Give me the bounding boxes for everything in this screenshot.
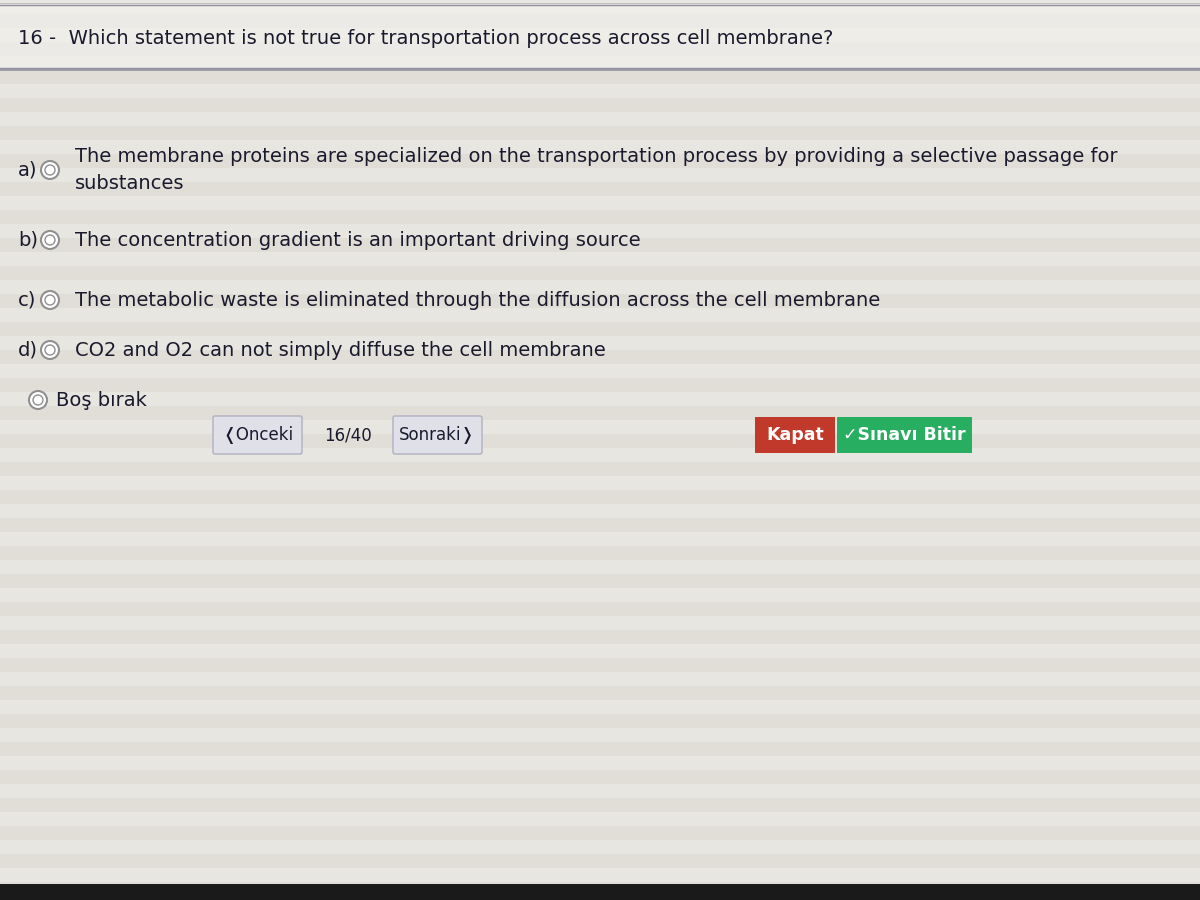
Text: c): c) — [18, 291, 36, 310]
Circle shape — [41, 231, 59, 249]
Bar — [0, 518, 1200, 532]
Text: CO2 and O2 can not simply diffuse the cell membrane: CO2 and O2 can not simply diffuse the ce… — [74, 340, 606, 359]
Bar — [0, 840, 1200, 854]
Bar — [0, 602, 1200, 616]
Text: Boş bırak: Boş bırak — [56, 391, 146, 410]
Text: The membrane proteins are specialized on the transportation process by providing: The membrane proteins are specialized on… — [74, 148, 1117, 193]
Circle shape — [41, 341, 59, 359]
Bar — [0, 588, 1200, 602]
Bar — [0, 448, 1200, 462]
Bar — [0, 252, 1200, 266]
Bar — [0, 854, 1200, 868]
Text: Sonraki❭: Sonraki❭ — [400, 426, 475, 444]
Bar — [0, 126, 1200, 140]
Bar — [0, 196, 1200, 210]
Circle shape — [41, 291, 59, 309]
Bar — [0, 420, 1200, 434]
Bar — [0, 140, 1200, 154]
Bar — [0, 504, 1200, 518]
FancyBboxPatch shape — [394, 416, 482, 454]
Bar — [0, 392, 1200, 406]
Bar — [0, 2, 1200, 70]
Bar — [0, 0, 1200, 14]
Bar — [0, 280, 1200, 294]
Bar — [0, 84, 1200, 98]
Text: The metabolic waste is eliminated through the diffusion across the cell membrane: The metabolic waste is eliminated throug… — [74, 291, 881, 310]
Bar — [0, 462, 1200, 476]
Bar — [0, 210, 1200, 224]
Text: a): a) — [18, 160, 37, 179]
Bar — [0, 532, 1200, 546]
Text: ✓Sınavı Bitir: ✓Sınavı Bitir — [844, 426, 966, 444]
Bar — [0, 882, 1200, 896]
Bar — [0, 42, 1200, 56]
Bar — [0, 616, 1200, 630]
Text: d): d) — [18, 340, 38, 359]
Bar — [0, 644, 1200, 658]
Text: ❬Onceki: ❬Onceki — [222, 426, 293, 444]
Bar — [0, 784, 1200, 798]
Bar — [0, 896, 1200, 900]
Bar — [0, 70, 1200, 84]
Bar — [0, 98, 1200, 112]
Bar — [0, 350, 1200, 364]
Bar — [0, 224, 1200, 238]
Bar — [0, 56, 1200, 70]
Bar — [0, 378, 1200, 392]
Bar — [0, 686, 1200, 700]
Bar — [0, 770, 1200, 784]
Bar — [0, 28, 1200, 42]
Bar — [0, 308, 1200, 322]
Bar — [0, 490, 1200, 504]
FancyBboxPatch shape — [214, 416, 302, 454]
Bar — [0, 322, 1200, 336]
Bar — [0, 168, 1200, 182]
Bar — [755, 417, 835, 453]
Bar — [0, 266, 1200, 280]
Bar — [0, 658, 1200, 672]
Bar — [0, 546, 1200, 560]
Bar — [0, 884, 1200, 900]
Text: The concentration gradient is an important driving source: The concentration gradient is an importa… — [74, 230, 641, 249]
Bar — [0, 364, 1200, 378]
Text: Kapat: Kapat — [766, 426, 824, 444]
Bar — [0, 336, 1200, 350]
Circle shape — [41, 161, 59, 179]
Bar — [0, 112, 1200, 126]
Bar — [0, 560, 1200, 574]
Text: 16 -  Which statement is not true for transportation process across cell membran: 16 - Which statement is not true for tra… — [18, 29, 833, 48]
Bar — [0, 238, 1200, 252]
Bar — [0, 434, 1200, 448]
Bar — [0, 672, 1200, 686]
Bar — [0, 714, 1200, 728]
Text: 16/40: 16/40 — [324, 426, 372, 444]
Bar — [0, 476, 1200, 490]
Bar — [0, 406, 1200, 420]
Bar — [0, 798, 1200, 812]
Circle shape — [29, 391, 47, 409]
Text: b): b) — [18, 230, 38, 249]
Bar — [0, 812, 1200, 826]
Bar — [838, 417, 972, 453]
Bar — [0, 742, 1200, 756]
Bar — [0, 756, 1200, 770]
Bar — [0, 294, 1200, 308]
Bar — [0, 182, 1200, 196]
Bar — [0, 14, 1200, 28]
Bar — [0, 154, 1200, 168]
Bar — [0, 630, 1200, 644]
Bar — [0, 574, 1200, 588]
Bar — [0, 700, 1200, 714]
Bar — [0, 868, 1200, 882]
Bar — [0, 728, 1200, 742]
Bar — [0, 826, 1200, 840]
